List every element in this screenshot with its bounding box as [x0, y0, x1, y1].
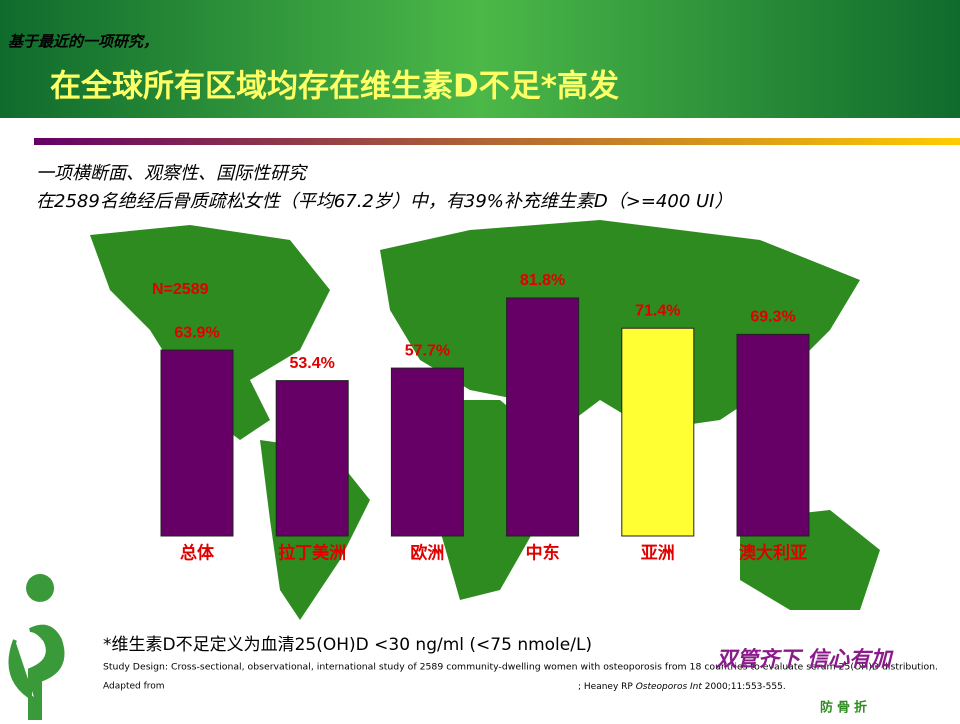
reference-prefix: Adapted from: [103, 682, 165, 692]
reference-details: 2000;11:553-555.: [705, 682, 786, 692]
footnote: *维生素D不足定义为血清25(OH)D <30 ng/ml (<75 nmole…: [103, 635, 592, 655]
category-label: 欧洲: [410, 542, 444, 562]
header-rule: [34, 138, 960, 145]
value-label: 71.4%: [635, 302, 680, 319]
title: 在全球所有区域均存在维生素D不足*高发: [50, 69, 619, 105]
category-label: 澳大利亚: [739, 542, 807, 562]
header-band: [0, 0, 960, 118]
category-label: 拉丁美洲: [278, 542, 346, 562]
reference-authors: ; Heaney RP: [578, 682, 633, 692]
value-label: 69.3%: [750, 309, 795, 326]
annotation: N=2589: [152, 281, 209, 298]
logo-tagline: 防骨折: [820, 700, 871, 716]
category-label: 中东: [526, 542, 560, 562]
bar: [506, 297, 580, 537]
bar: [390, 367, 464, 537]
value-label: 53.4%: [290, 355, 335, 372]
intro-line: 一项横断面、观察性、国际性研究: [36, 163, 308, 184]
value-label: 81.8%: [520, 272, 565, 289]
category-label: 总体: [180, 542, 215, 562]
logo-slogan: 双管齐下 信心有加: [715, 647, 894, 671]
study-design: Study Design: Cross-sectional, observati…: [103, 663, 938, 673]
subtitle: 基于最近的一项研究，: [8, 33, 158, 51]
bar: [160, 349, 234, 537]
value-label: 57.7%: [405, 342, 450, 359]
bar-chart: 63.9% 总体 53.4% 拉丁美洲 57.7% 欧洲 81.8% 中东 71.4% 亚洲 69.…: [160, 272, 810, 562]
bar: [275, 380, 349, 537]
intro-line: 在2589名绝经后骨质疏松女性（平均67.2岁）中，有39%补充维生素D（>=4…: [36, 191, 732, 212]
bar: [621, 327, 695, 537]
value-label: 63.9%: [174, 324, 219, 341]
reference: ; Heaney RP Osteoporos Int 2000;11:553-5…: [578, 682, 786, 692]
bar: [736, 333, 810, 537]
reference-journal: Osteoporos Int: [636, 682, 703, 692]
category-label: 亚洲: [641, 543, 675, 562]
